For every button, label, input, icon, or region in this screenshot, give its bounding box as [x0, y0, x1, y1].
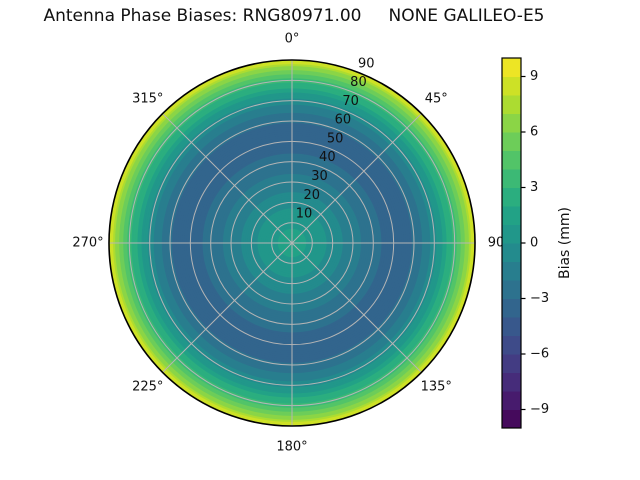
colorbar-band: [502, 187, 521, 207]
colorbar-band: [502, 169, 521, 188]
chart-title: Antenna Phase Biases: RNG80971.00 NONE G…: [43, 6, 545, 26]
colorbar-tick-label: 3: [530, 180, 538, 195]
radial-tick-label: 50: [327, 131, 344, 146]
colorbar-band: [502, 58, 521, 77]
colorbar-band: [502, 391, 521, 410]
theta-tick-label: 135°: [421, 380, 452, 395]
theta-tick-label: 90: [488, 236, 505, 251]
colorbar-tick-label: 0: [530, 236, 538, 251]
radial-tick-label: 20: [303, 188, 320, 203]
polar-grid-spoke: [291, 113, 422, 244]
colorbar-band: [502, 317, 521, 336]
colorbar-band: [502, 76, 521, 96]
colorbar-band: [502, 409, 521, 429]
colorbar-tick-label: 9: [530, 69, 538, 84]
colorbar-band: [502, 298, 521, 318]
polar-grid-spoke: [162, 113, 293, 244]
theta-tick-label: 270°: [72, 236, 103, 251]
theta-tick-label: 45°: [425, 91, 448, 106]
colorbar-axis-label: Bias (mm): [557, 207, 573, 279]
theta-tick-label: 0°: [285, 32, 300, 47]
polar-outline: [108, 59, 476, 427]
colorbar-band: [502, 335, 521, 355]
colorbar: 9 6 3 0 −3 −6 −9 Bias (mm): [501, 57, 573, 429]
radial-tick-label: 60: [335, 113, 352, 128]
theta-tick-labels: 0° 45° 90 135° 180° 225° 270° 315°: [72, 32, 504, 455]
colorbar-band: [502, 372, 521, 392]
colorbar-band: [502, 206, 521, 225]
colorbar-band: [502, 261, 521, 281]
colorbar-band: [502, 243, 521, 262]
theta-tick-label: 180°: [276, 440, 307, 455]
radial-tick-label: 80: [350, 75, 367, 90]
radial-tick-label: 40: [319, 150, 336, 165]
radial-tick-label: 90: [358, 56, 375, 71]
colorbar-tick-label: 6: [530, 125, 538, 140]
colorbar-band: [502, 150, 521, 170]
radial-tick-label: 30: [311, 169, 328, 184]
colorbar-band: [502, 132, 521, 151]
theta-tick-label: 315°: [132, 91, 163, 106]
colorbar-band: [502, 354, 521, 373]
radial-tick-label: 10: [296, 207, 313, 222]
radial-tick-labels: 10 20 30 40 50 60 70 80 90: [296, 56, 375, 221]
colorbar-band: [502, 113, 521, 133]
colorbar-band: [502, 224, 521, 244]
colorbar-tick-label: −6: [530, 347, 549, 362]
polar-grid-spoke: [291, 242, 422, 373]
colorbar-tick-label: −3: [530, 291, 549, 306]
theta-tick-label: 225°: [132, 380, 163, 395]
polar-grid-spoke: [162, 242, 293, 373]
colorbar-tick-label: −9: [530, 402, 549, 417]
polar-grid: [108, 59, 476, 427]
colorbar-band: [502, 95, 521, 114]
colorbar-band: [502, 280, 521, 299]
radial-tick-label: 70: [342, 94, 359, 109]
